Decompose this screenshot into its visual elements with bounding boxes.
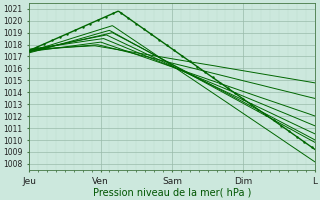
X-axis label: Pression niveau de la mer( hPa ): Pression niveau de la mer( hPa ) [93,187,251,197]
